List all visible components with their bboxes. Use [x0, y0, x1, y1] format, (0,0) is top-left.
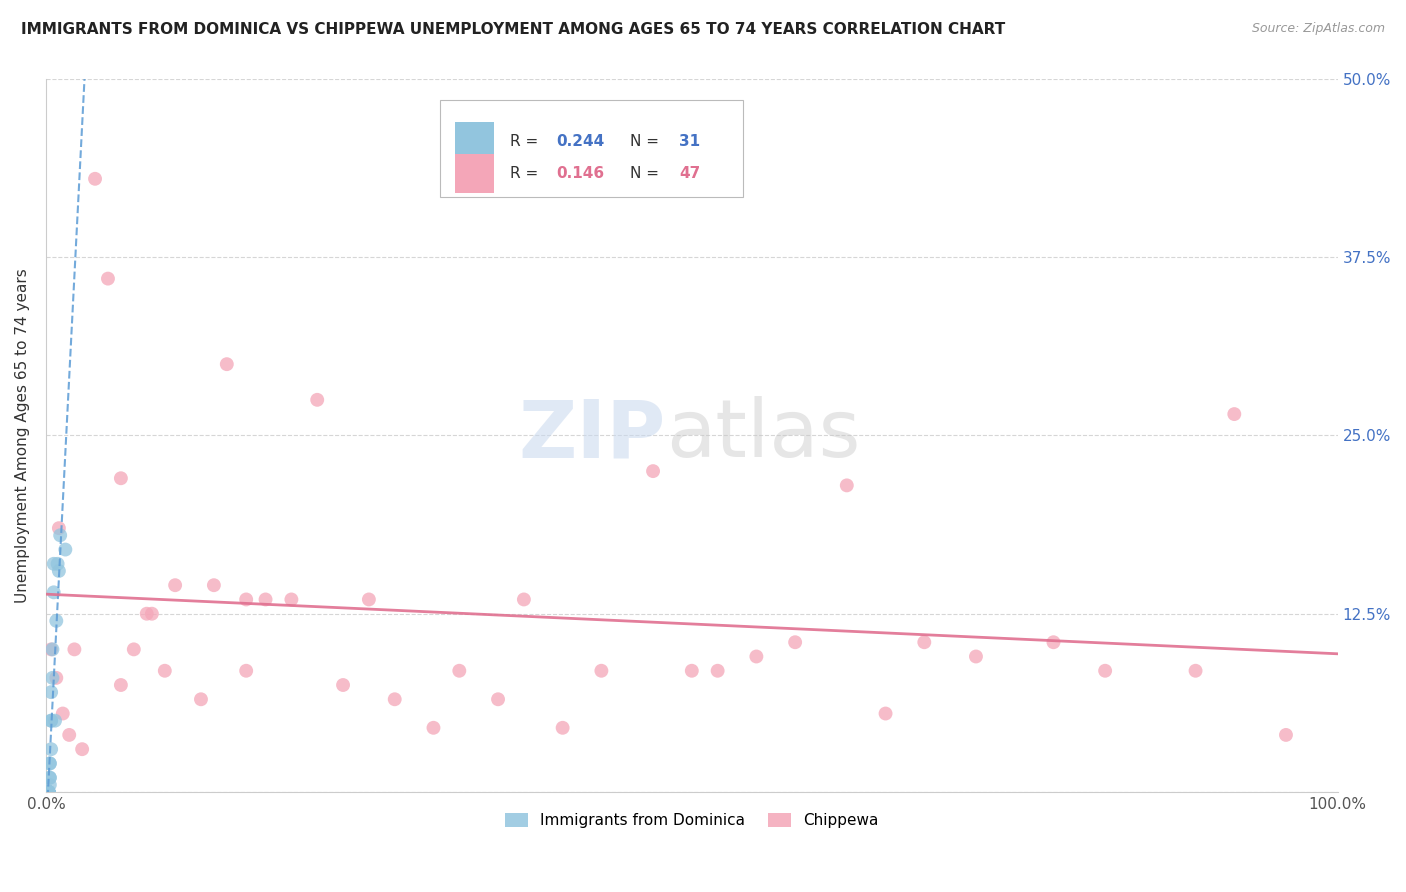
Point — [38, 785, 60, 799]
Point — [38, 778, 60, 792]
Point — [38, 785, 60, 799]
Point — [39, 714, 62, 728]
Point — [38, 785, 60, 799]
Point — [84, 171, 107, 186]
Legend: Immigrants from Dominica, Chippewa: Immigrants from Dominica, Chippewa — [499, 806, 884, 834]
Point — [422, 721, 444, 735]
Point — [1275, 728, 1298, 742]
Point — [52, 706, 75, 721]
Point — [591, 664, 613, 678]
Text: ZIP: ZIP — [519, 396, 666, 475]
Point — [97, 271, 120, 285]
Point — [42, 557, 65, 571]
Text: Source: ZipAtlas.com: Source: ZipAtlas.com — [1251, 22, 1385, 36]
Point — [307, 392, 329, 407]
Point — [38, 756, 60, 771]
Point — [42, 585, 65, 599]
Point — [215, 357, 238, 371]
Point — [39, 642, 62, 657]
Point — [45, 614, 67, 628]
Point — [875, 706, 897, 721]
Point — [38, 785, 60, 799]
Point — [38, 785, 60, 799]
Point — [681, 664, 703, 678]
Point — [1042, 635, 1064, 649]
Point — [46, 557, 69, 571]
Point — [39, 742, 62, 756]
Text: R =: R = — [510, 166, 543, 181]
Point — [153, 664, 176, 678]
Point — [332, 678, 354, 692]
Point — [141, 607, 163, 621]
Point — [965, 649, 987, 664]
Point — [39, 714, 62, 728]
Point — [745, 649, 768, 664]
Point — [48, 521, 70, 535]
Text: 47: 47 — [679, 166, 700, 181]
Text: 31: 31 — [679, 134, 700, 149]
Point — [235, 592, 257, 607]
Text: 0.244: 0.244 — [557, 134, 605, 149]
Point — [38, 771, 60, 785]
Point — [70, 742, 93, 756]
Point — [53, 542, 76, 557]
Point — [38, 756, 60, 771]
Point — [165, 578, 187, 592]
Point — [254, 592, 277, 607]
Text: IMMIGRANTS FROM DOMINICA VS CHIPPEWA UNEMPLOYMENT AMONG AGES 65 TO 74 YEARS CORR: IMMIGRANTS FROM DOMINICA VS CHIPPEWA UNE… — [21, 22, 1005, 37]
Point — [190, 692, 212, 706]
Point — [41, 642, 63, 657]
Point — [785, 635, 807, 649]
Point — [384, 692, 406, 706]
Point — [1223, 407, 1246, 421]
Point — [63, 642, 86, 657]
Text: atlas: atlas — [666, 396, 860, 475]
Point — [41, 671, 63, 685]
Point — [38, 785, 60, 799]
Text: R =: R = — [510, 134, 543, 149]
Point — [58, 728, 80, 742]
Point — [122, 642, 145, 657]
Point — [45, 671, 67, 685]
Y-axis label: Unemployment Among Ages 65 to 74 years: Unemployment Among Ages 65 to 74 years — [15, 268, 30, 603]
Point — [551, 721, 574, 735]
Point — [38, 785, 60, 799]
Point — [38, 785, 60, 799]
FancyBboxPatch shape — [456, 153, 494, 193]
Text: N =: N = — [630, 134, 664, 149]
Point — [449, 664, 471, 678]
Point — [835, 478, 858, 492]
Point — [706, 664, 728, 678]
Point — [1094, 664, 1116, 678]
Point — [110, 471, 132, 485]
FancyBboxPatch shape — [456, 122, 494, 161]
Text: 0.146: 0.146 — [557, 166, 605, 181]
Point — [39, 685, 62, 699]
Point — [38, 785, 60, 799]
Point — [641, 464, 664, 478]
Point — [280, 592, 302, 607]
Point — [44, 714, 66, 728]
Point — [38, 785, 60, 799]
FancyBboxPatch shape — [440, 101, 744, 196]
Point — [235, 664, 257, 678]
Point — [357, 592, 380, 607]
Point — [513, 592, 536, 607]
Point — [38, 785, 60, 799]
Point — [38, 785, 60, 799]
Point — [38, 771, 60, 785]
Point — [135, 607, 157, 621]
Point — [110, 678, 132, 692]
Point — [48, 564, 70, 578]
Point — [202, 578, 225, 592]
Text: N =: N = — [630, 166, 664, 181]
Point — [1184, 664, 1206, 678]
Point — [49, 528, 72, 542]
Point — [486, 692, 509, 706]
Point — [912, 635, 935, 649]
